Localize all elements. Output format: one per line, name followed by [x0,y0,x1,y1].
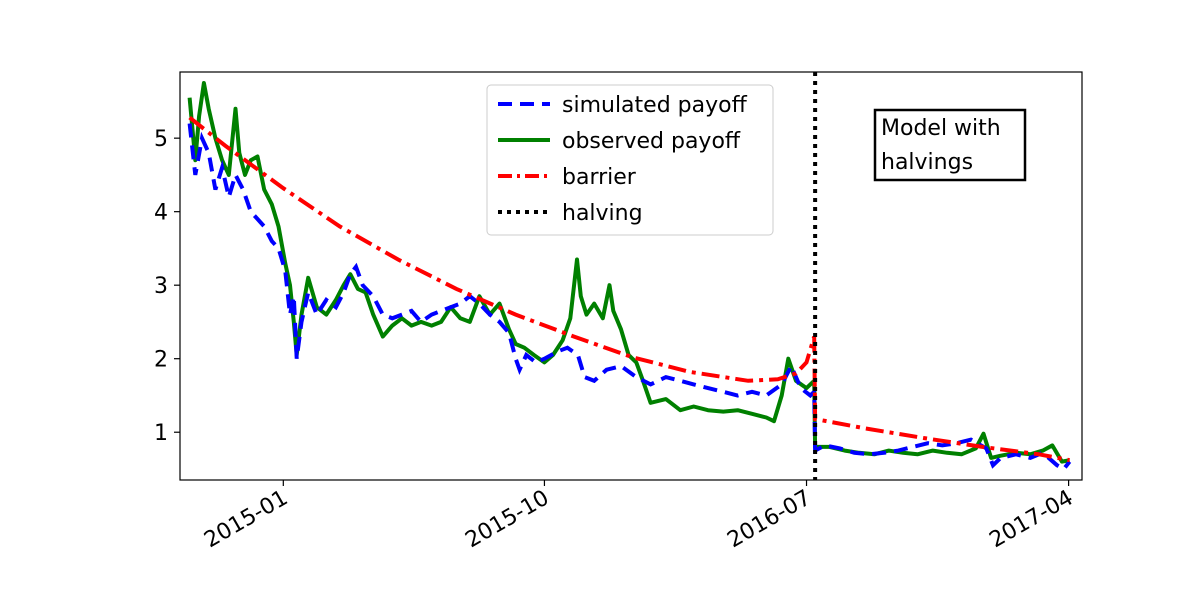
x-tick-label: 2015-10 [461,486,553,554]
y-tick-label: 2 [154,348,168,373]
annotation-box: Model with halvings [873,108,1027,182]
barrier-line [188,116,1070,463]
plot-frame [179,71,1083,481]
legend-box [486,84,774,236]
y-tick-label: 5 [154,127,168,152]
legend-label-simulated: simulated payoff [562,93,748,118]
y-axis: 1 2 3 4 5 [154,127,180,446]
y-tick-label: 1 [154,421,168,446]
legend-label-barrier: barrier [562,165,637,190]
legend: simulated payoff observed payoff barrier… [486,84,774,236]
plot-area [179,71,1083,481]
annotation-frame [873,108,1027,182]
x-axis: 2015-01 2015-10 2016-07 2017-04 [200,480,1078,554]
annotation-line-1: Model with [881,116,1001,141]
y-tick-label: 3 [154,274,168,299]
x-tick-label: 2015-01 [200,486,292,554]
legend-label-observed: observed payoff [562,129,741,154]
y-tick-label: 4 [154,201,168,226]
legend-label-halving: halving [562,201,643,226]
x-tick-label: 2016-07 [723,486,815,554]
x-tick-label: 2017-04 [986,486,1078,554]
observed-payoff-line [187,81,1070,464]
annotation-line-2: halvings [881,150,973,175]
simulated-payoff-line [187,123,1072,472]
series-layer [187,72,1072,480]
